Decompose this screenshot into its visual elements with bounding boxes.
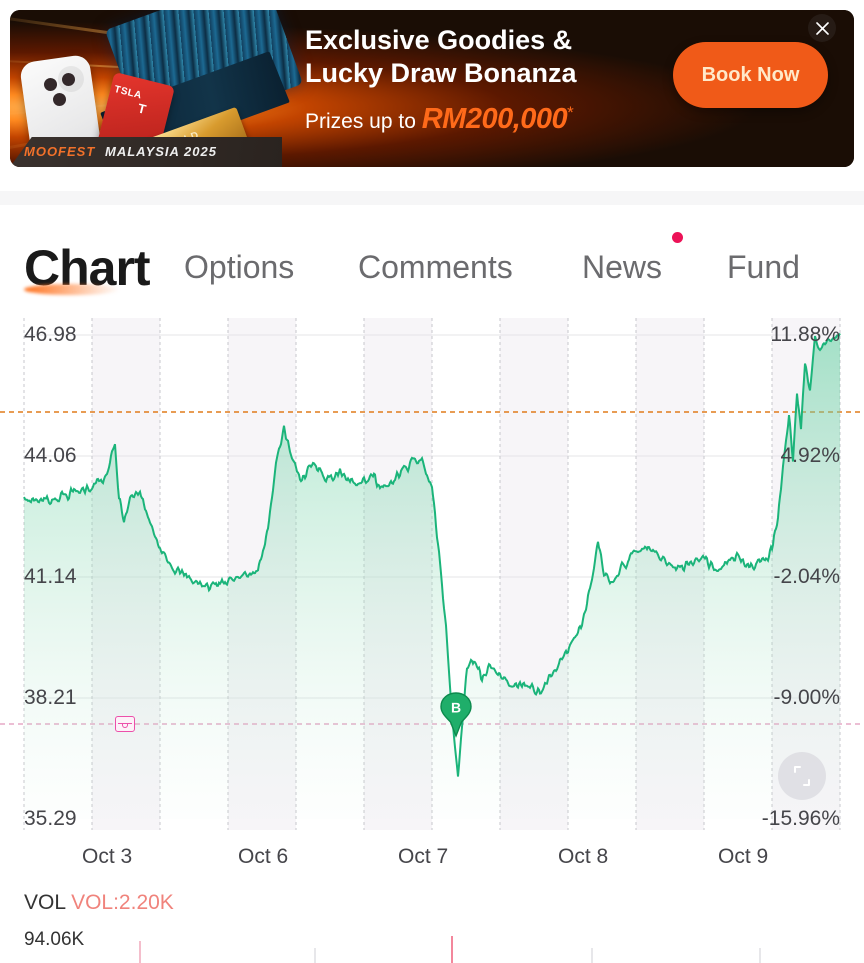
svg-text:B: B: [451, 700, 461, 716]
